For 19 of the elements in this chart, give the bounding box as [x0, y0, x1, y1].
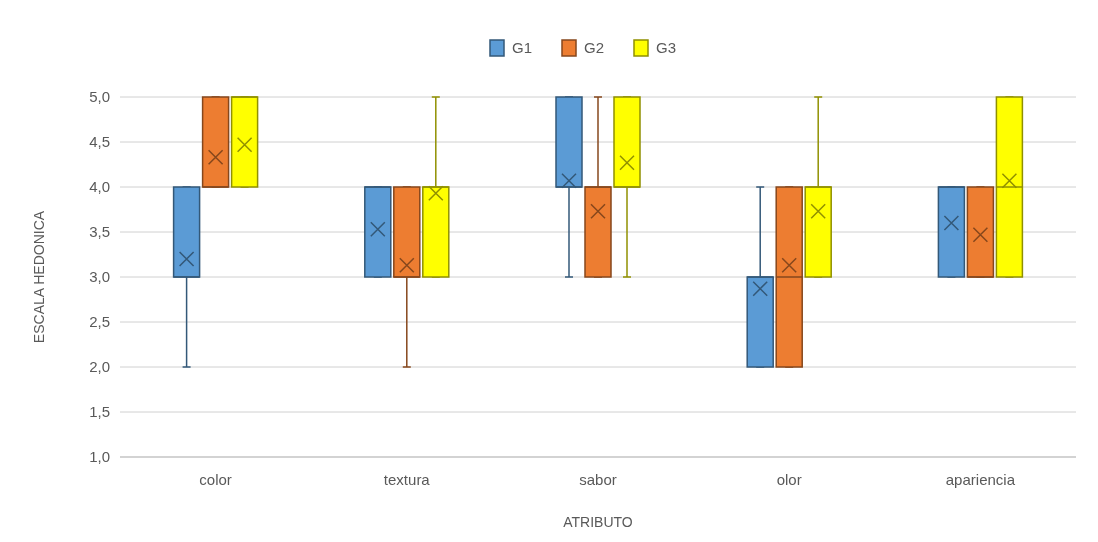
y-tick-label: 5,0 [89, 88, 110, 106]
x-tick-label: color [199, 471, 232, 488]
y-tick-label: 3,5 [89, 223, 110, 241]
y-tick-label: 1,0 [89, 448, 110, 466]
y-tick-label: 4,0 [89, 178, 110, 196]
y-tick-label: 4,5 [89, 133, 110, 151]
x-tick-label: textura [383, 471, 431, 488]
legend-label: G3 [656, 39, 677, 57]
y-tick-label: 2,0 [89, 358, 110, 376]
x-tick-label: olor [776, 471, 802, 488]
y-tick-label: 1,5 [89, 403, 110, 421]
x-tick-label: apariencia [945, 471, 1016, 488]
x-tick-label: sabor [579, 471, 617, 488]
x-axis-title: ATRIBUTO [563, 514, 633, 530]
legend-label: G2 [584, 39, 605, 57]
y-axis-title: ESCALA HEDONICA [31, 210, 47, 344]
y-tick-label: 3,0 [89, 268, 110, 286]
legend-label: G1 [512, 39, 533, 57]
y-tick-label: 2,5 [89, 313, 110, 331]
